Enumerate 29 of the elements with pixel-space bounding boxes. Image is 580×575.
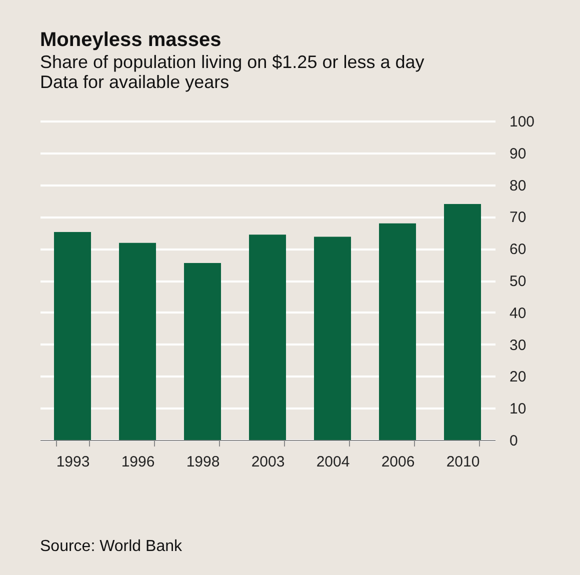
y-tick-label: 50 [510,273,526,290]
y-tick-label: 60 [510,241,526,258]
source-note: Source: World Bank [40,538,182,556]
x-tick-label: 2006 [381,454,415,470]
chart-title: Moneyless masses [40,29,222,51]
y-tick-label: 30 [510,336,526,354]
text: Share of population living on $1.25 or less a day [40,52,424,72]
bar [184,262,221,440]
y-tick-label: 0 [510,432,518,450]
y-tick-label: 90 [510,145,526,162]
x-tick-label: 1998 [186,454,220,470]
y-tick-label: 80 [510,177,526,194]
y-tick-label: 20 [510,368,526,386]
bar [379,223,416,440]
x-tick-label: 1996 [121,454,155,470]
x-tick-label: 1993 [56,454,90,470]
x-tick-label: 2003 [251,454,285,470]
y-tick-label: 10 [510,400,526,418]
text: Data for available years [40,72,230,92]
bar [119,242,156,440]
x-tick-label: 2004 [316,454,350,470]
x-tick-label: 2010 [446,454,480,470]
bar [314,236,351,440]
y-tick-label: 70 [510,209,526,226]
bar [444,204,481,440]
y-tick-label: 40 [510,304,526,322]
y-tick-label: 100 [510,114,535,130]
bar [249,234,286,440]
bar [54,232,91,440]
